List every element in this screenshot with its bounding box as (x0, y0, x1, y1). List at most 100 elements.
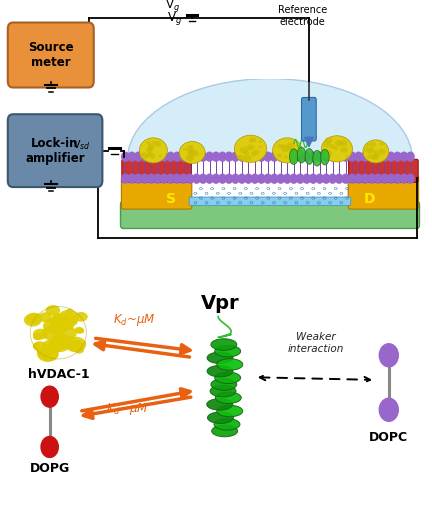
Ellipse shape (154, 141, 161, 147)
Ellipse shape (42, 340, 62, 354)
Ellipse shape (127, 79, 413, 241)
Circle shape (200, 152, 207, 161)
Ellipse shape (148, 152, 154, 157)
Circle shape (264, 152, 272, 161)
Ellipse shape (313, 150, 321, 166)
Circle shape (297, 152, 304, 161)
Circle shape (174, 174, 181, 183)
Text: K$_d$~μM: K$_d$~μM (106, 401, 149, 417)
Ellipse shape (288, 146, 291, 148)
Circle shape (41, 436, 58, 457)
Text: DOPC: DOPC (369, 431, 408, 444)
Ellipse shape (273, 138, 302, 163)
Circle shape (128, 152, 135, 161)
Circle shape (161, 174, 168, 183)
Circle shape (310, 152, 317, 161)
Circle shape (316, 174, 324, 183)
Ellipse shape (50, 315, 69, 329)
Ellipse shape (77, 328, 84, 333)
Circle shape (336, 152, 343, 161)
Text: D: D (364, 192, 375, 206)
Ellipse shape (330, 144, 336, 149)
Ellipse shape (372, 155, 379, 160)
Ellipse shape (52, 333, 70, 346)
FancyBboxPatch shape (189, 197, 351, 205)
Circle shape (232, 174, 239, 183)
Ellipse shape (215, 345, 241, 357)
Ellipse shape (188, 152, 194, 156)
Ellipse shape (159, 155, 162, 157)
Ellipse shape (52, 313, 66, 323)
Ellipse shape (65, 337, 86, 352)
Text: K$_d$~μM: K$_d$~μM (113, 312, 155, 328)
Ellipse shape (26, 313, 41, 324)
FancyBboxPatch shape (8, 114, 102, 187)
Ellipse shape (74, 346, 84, 354)
Ellipse shape (340, 147, 348, 153)
Circle shape (362, 174, 369, 183)
Ellipse shape (379, 143, 384, 146)
Ellipse shape (58, 310, 79, 325)
Circle shape (193, 174, 200, 183)
Ellipse shape (253, 149, 259, 155)
Ellipse shape (183, 148, 186, 151)
Circle shape (226, 152, 233, 161)
Ellipse shape (259, 146, 262, 148)
Circle shape (154, 174, 162, 183)
Circle shape (271, 174, 278, 183)
Circle shape (245, 152, 252, 161)
Circle shape (277, 174, 285, 183)
Ellipse shape (191, 157, 194, 159)
Circle shape (336, 174, 343, 183)
Circle shape (303, 174, 311, 183)
Circle shape (394, 174, 401, 183)
FancyBboxPatch shape (302, 97, 316, 141)
Ellipse shape (305, 149, 314, 165)
Circle shape (213, 174, 220, 183)
Ellipse shape (37, 346, 59, 362)
Circle shape (303, 152, 311, 161)
Ellipse shape (74, 327, 84, 334)
FancyBboxPatch shape (349, 159, 418, 182)
Ellipse shape (49, 339, 64, 350)
Text: Reference
electrode: Reference electrode (278, 5, 327, 27)
Circle shape (277, 152, 285, 161)
Circle shape (226, 174, 233, 183)
Ellipse shape (139, 138, 167, 163)
Text: DOPG: DOPG (29, 463, 70, 475)
Circle shape (264, 174, 272, 183)
Circle shape (135, 174, 142, 183)
Ellipse shape (37, 345, 53, 357)
Ellipse shape (64, 323, 74, 330)
Ellipse shape (146, 141, 151, 145)
Circle shape (200, 174, 207, 183)
Ellipse shape (237, 155, 242, 159)
Circle shape (180, 152, 187, 161)
Circle shape (135, 152, 142, 161)
Circle shape (257, 174, 265, 183)
Ellipse shape (24, 313, 42, 326)
Ellipse shape (66, 309, 73, 314)
Ellipse shape (62, 315, 78, 326)
Text: Vpr: Vpr (201, 294, 240, 313)
Circle shape (388, 174, 395, 183)
Circle shape (193, 152, 200, 161)
Ellipse shape (50, 319, 69, 333)
Ellipse shape (291, 148, 298, 154)
Ellipse shape (207, 365, 233, 377)
Ellipse shape (249, 139, 253, 143)
Circle shape (251, 174, 259, 183)
Circle shape (141, 152, 149, 161)
Ellipse shape (243, 150, 249, 155)
Ellipse shape (146, 155, 149, 158)
Circle shape (219, 174, 226, 183)
Circle shape (284, 152, 291, 161)
Ellipse shape (57, 313, 75, 327)
Text: Lock-in
amplifier: Lock-in amplifier (25, 137, 85, 165)
Ellipse shape (363, 140, 389, 163)
Circle shape (407, 174, 414, 183)
Circle shape (355, 152, 362, 161)
Ellipse shape (187, 156, 194, 161)
Ellipse shape (42, 345, 53, 353)
Ellipse shape (340, 140, 347, 145)
